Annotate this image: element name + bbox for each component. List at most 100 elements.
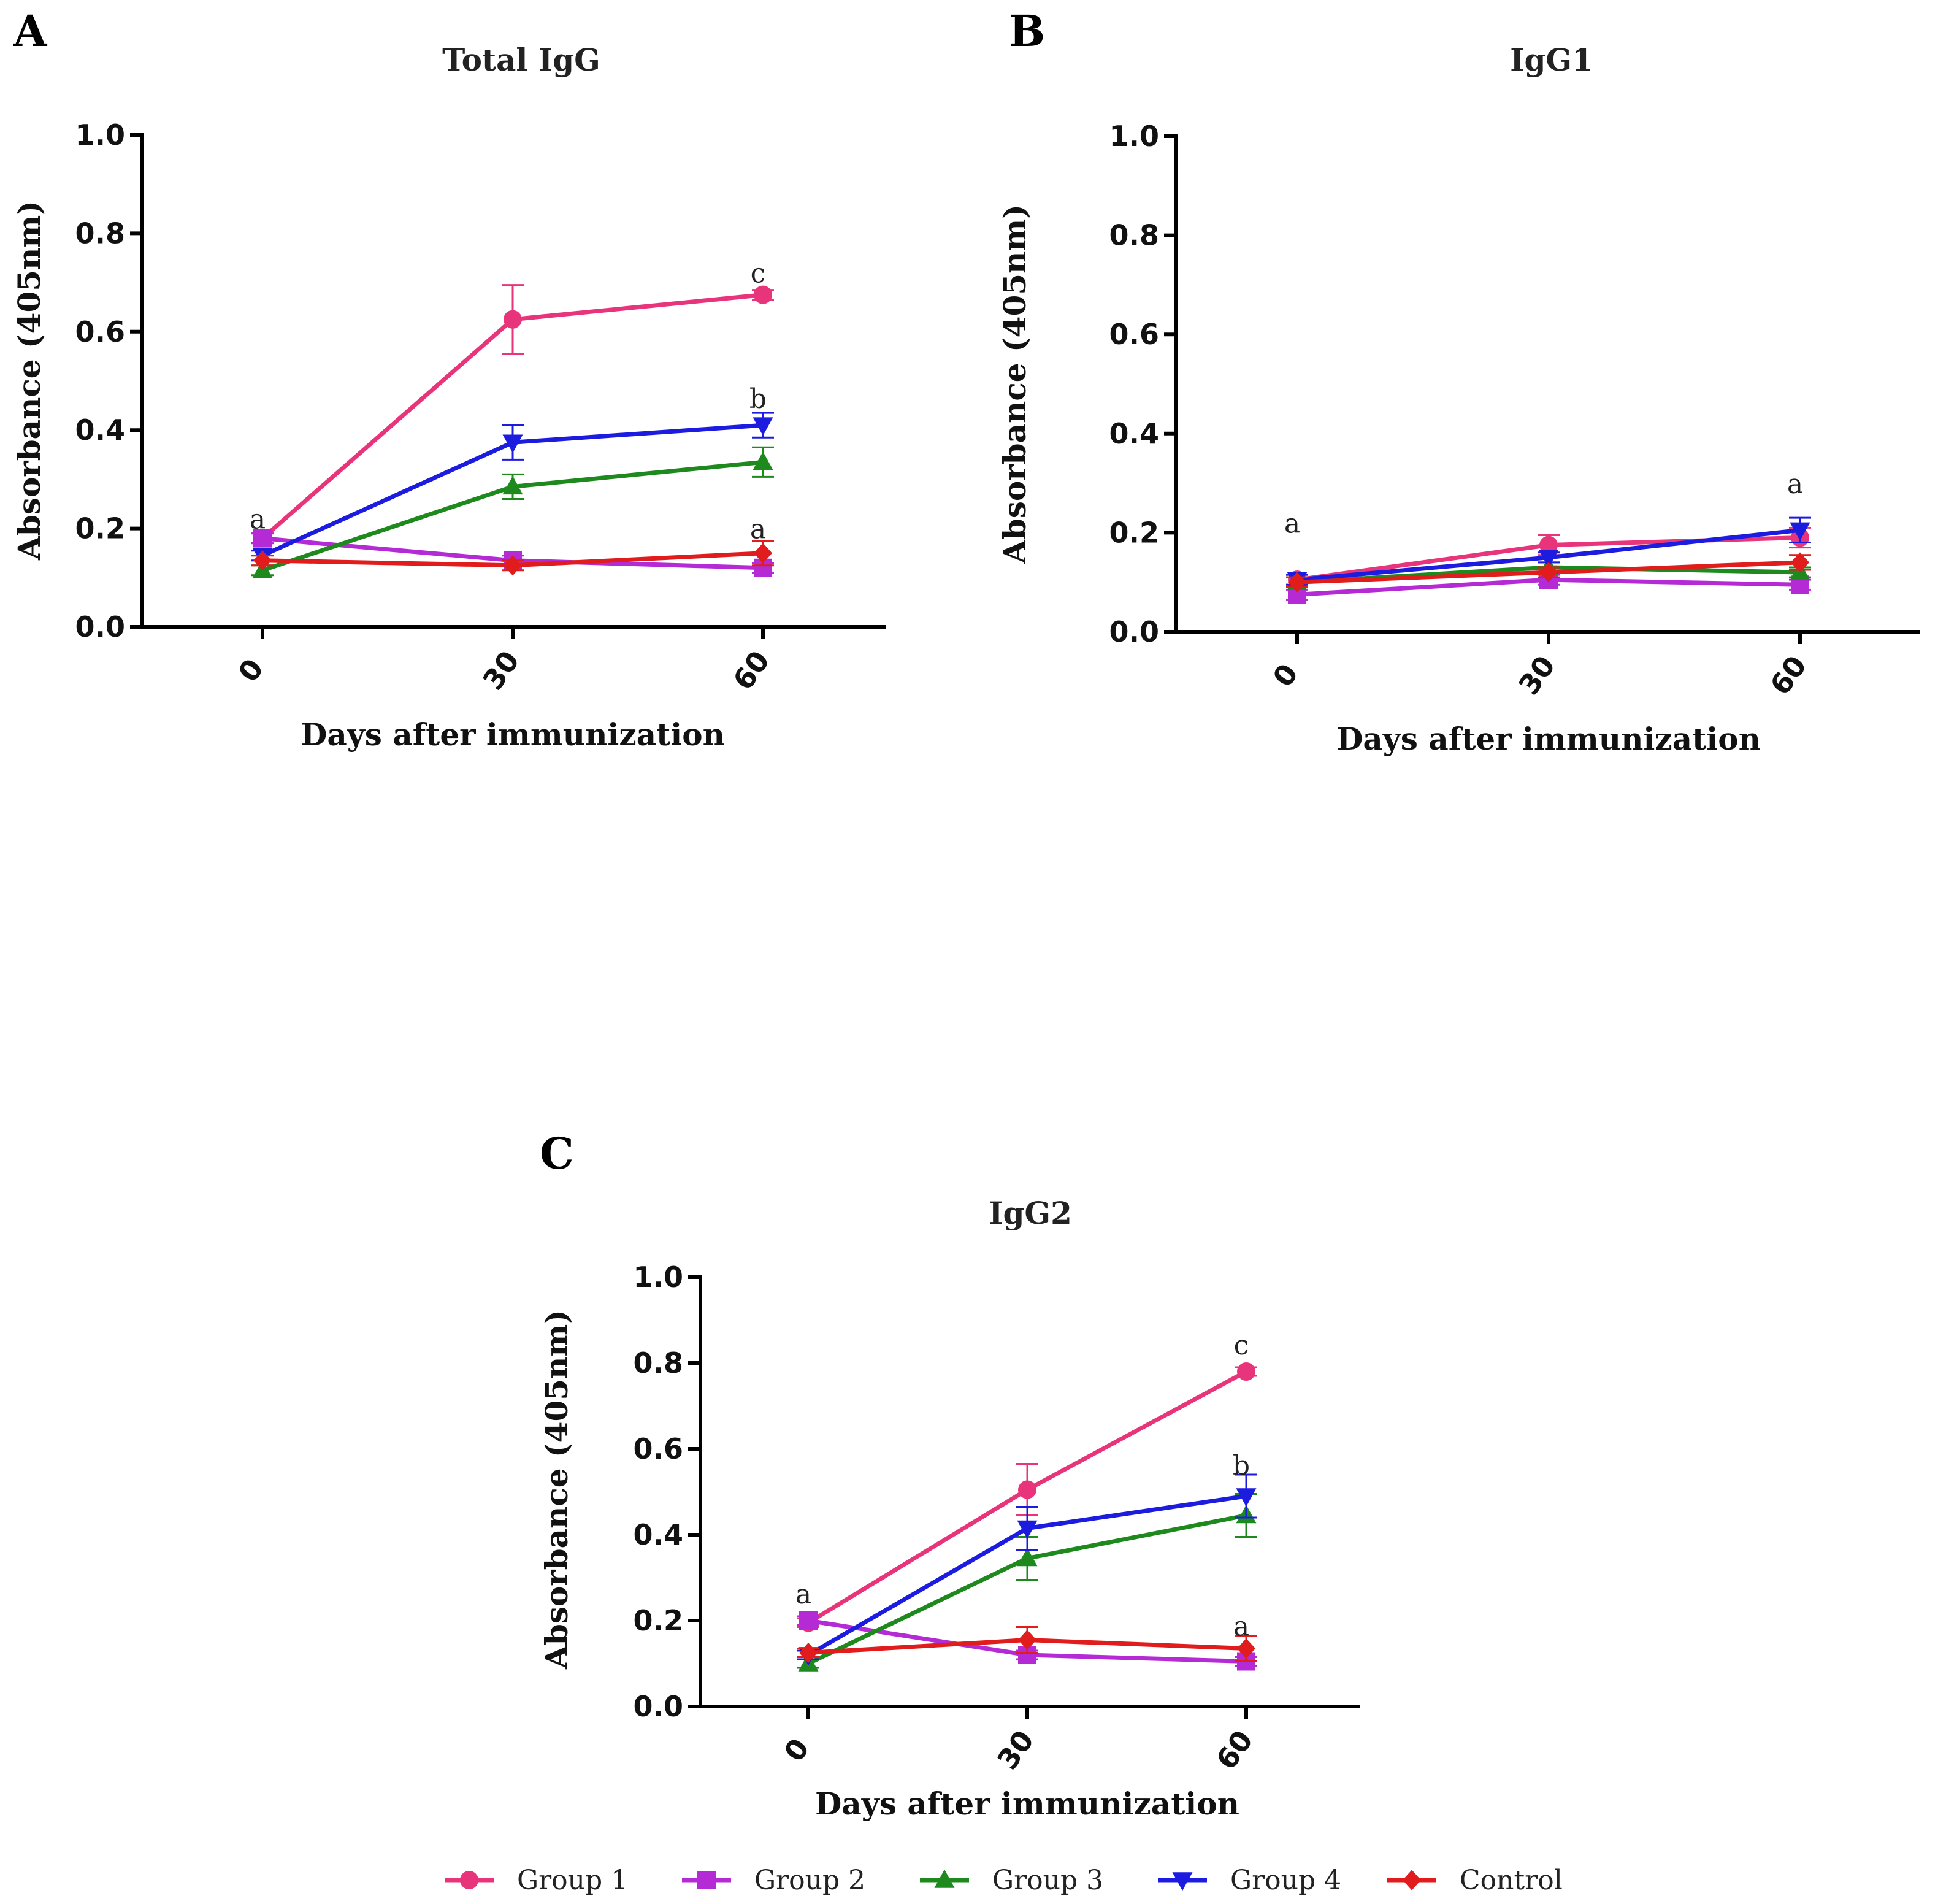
x-tick-label: 0	[1266, 658, 1305, 693]
y-tick-label: 0.8	[75, 217, 126, 250]
data-point	[753, 451, 773, 470]
data-point	[1018, 1480, 1036, 1499]
legend: Group 1 Group 2 Group 3 Group 4 Control	[445, 1865, 1563, 1896]
y-tick-label: 0.2	[1109, 516, 1160, 549]
y-axis-label: Absorbance (405nm)	[538, 1310, 575, 1670]
panel-letter-b: B	[1009, 6, 1045, 56]
x-tick-label: 0	[232, 653, 270, 688]
y-tick-label: 0.6	[1109, 318, 1160, 351]
x-tick-label: 60	[1209, 1724, 1259, 1775]
x-tick-label: 30	[476, 645, 526, 696]
data-point	[1538, 550, 1559, 569]
significance-letter: c	[751, 258, 766, 290]
data-point	[753, 417, 773, 436]
legend-item-group-3: Group 3	[920, 1865, 1103, 1896]
significance-letter: a	[1233, 1611, 1249, 1643]
x-axis-label: Days after immunization	[301, 716, 725, 753]
x-tick-label: 60	[1763, 650, 1813, 701]
data-point	[1236, 1488, 1257, 1507]
panel-a: A Total IgG 0.0 0.2 0.4 0.6 0.8 1.0 0 30 60 Absor…	[11, 6, 886, 753]
y-tick-label: 0.8	[634, 1346, 684, 1380]
x-axis-label: Days after immunization	[1336, 721, 1761, 757]
legend-label: Group 1	[517, 1865, 628, 1896]
y-tick-label: 0.2	[634, 1604, 684, 1637]
legend-label: Group 4	[1230, 1865, 1341, 1896]
y-tick-label: 0.4	[634, 1518, 684, 1551]
series-group-1	[797, 1362, 1257, 1632]
y-tick-label: 1.0	[634, 1261, 684, 1294]
data-point	[1017, 1548, 1038, 1567]
significance-letter: b	[749, 383, 767, 415]
data-point	[1288, 572, 1306, 593]
y-tick-label: 0.4	[1109, 417, 1160, 450]
series-control	[797, 1626, 1257, 1663]
data-point	[1237, 1362, 1255, 1381]
data-point	[754, 285, 772, 304]
series-control	[251, 540, 774, 576]
series-control	[1286, 552, 1811, 593]
data-point	[253, 550, 272, 571]
y-tick-label: 0.0	[75, 610, 126, 643]
x-axis-label: Days after immunization	[815, 1786, 1239, 1822]
data-point	[504, 555, 522, 576]
significance-letter: a	[250, 504, 266, 536]
data-point	[1539, 562, 1558, 583]
legend-marker	[1172, 1872, 1193, 1891]
legend-label: Control	[1460, 1865, 1563, 1896]
panel-letter-a: A	[13, 6, 48, 56]
chart-title-a: Total IgG	[442, 42, 600, 78]
y-tick-label: 0.0	[1109, 615, 1160, 648]
legend-item-group-4: Group 4	[1158, 1865, 1341, 1896]
data-point	[1790, 522, 1810, 541]
significance-letter: a	[1284, 508, 1300, 539]
legend-item-group-2: Group 2	[682, 1865, 865, 1896]
significance-letter: a	[795, 1579, 811, 1610]
y-tick-label: 0.6	[634, 1432, 684, 1465]
x-tick-label: 0	[778, 1732, 816, 1767]
data-point	[1017, 1520, 1038, 1539]
y-tick-label: 1.0	[75, 118, 126, 152]
chart-title-b: IgG1	[1510, 42, 1593, 78]
data-point	[1237, 1638, 1255, 1659]
legend-marker	[697, 1871, 716, 1889]
legend-label: Group 2	[754, 1865, 865, 1896]
legend-label: Group 3	[992, 1865, 1103, 1896]
x-tick-label: 30	[1512, 650, 1561, 701]
significance-letter: a	[750, 514, 766, 545]
y-tick-label: 0.6	[75, 315, 126, 348]
x-tick-label: 60	[726, 645, 776, 696]
y-axis-label: Absorbance (405nm)	[11, 201, 47, 561]
data-point	[799, 1611, 818, 1630]
series-group-1	[251, 284, 774, 548]
data-point	[502, 434, 523, 453]
significance-letter: c	[1234, 1330, 1249, 1361]
y-tick-label: 0.8	[1109, 219, 1160, 252]
panel-letter-c: C	[540, 1128, 574, 1179]
data-point	[799, 1643, 818, 1663]
y-tick-label: 1.0	[1109, 120, 1160, 153]
data-point	[1018, 1630, 1036, 1650]
chart-title-c: IgG2	[989, 1195, 1072, 1231]
y-axis-label: Absorbance (405nm)	[997, 204, 1033, 564]
data-point	[253, 529, 272, 548]
x-tick-label: 30	[990, 1724, 1040, 1775]
chart-a: 0.0 0.2 0.4 0.6 0.8 1.0 0 30 60 Absorbance (405nm…	[11, 118, 886, 753]
data-point	[754, 543, 772, 564]
data-point	[502, 476, 523, 495]
y-tick-label: 0.4	[75, 413, 126, 447]
legend-marker	[1403, 1870, 1421, 1891]
y-tick-label: 0.0	[634, 1690, 684, 1723]
data-point	[504, 310, 522, 329]
legend-item-control: Control	[1387, 1865, 1563, 1896]
legend-item-group-1: Group 1	[445, 1865, 628, 1896]
significance-letter: a	[1787, 469, 1803, 500]
series-group-4	[251, 412, 774, 566]
data-point	[1791, 552, 1809, 573]
panel-b: B IgG1 0.0 0.2 0.4 0.6 0.8 1.0 0 30 60 Absorbance…	[997, 6, 1920, 757]
chart-c: 0.0 0.2 0.4 0.6 0.8 1.0 0 30 60 Absorbance (405nm…	[538, 1261, 1360, 1822]
legend-marker	[460, 1871, 478, 1889]
significance-letter: b	[1233, 1450, 1250, 1481]
y-tick-label: 0.2	[75, 512, 126, 545]
legend-marker	[934, 1869, 955, 1888]
